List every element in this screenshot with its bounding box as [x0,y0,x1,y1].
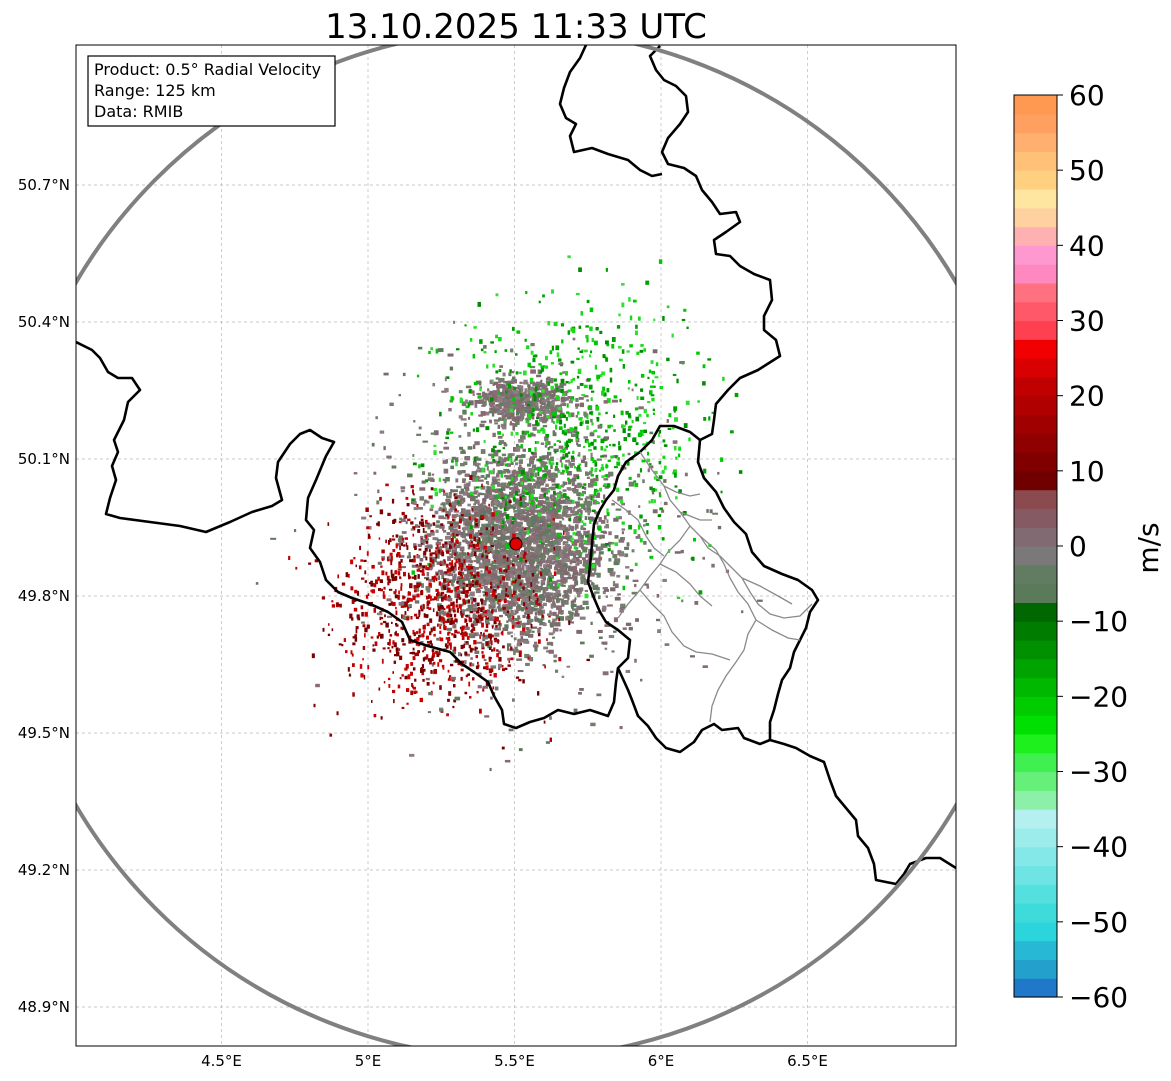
colorbar-swatch [1014,715,1057,735]
colorbar-swatch [1014,245,1057,265]
colorbar-swatch [1014,564,1057,585]
colorbar-swatch [1014,470,1057,491]
colorbar-swatch [1014,677,1057,697]
colorbar-swatch [1014,639,1057,660]
border-luxembourg-east [616,439,820,754]
info-range: Range: 125 km [94,81,216,100]
colorbar-swatch [1014,827,1057,848]
colorbar-swatch [1014,376,1057,397]
colorbar-swatch [1014,621,1057,641]
colorbar-swatch [1014,790,1057,810]
lat-tick-label: 49.8°N [18,587,70,605]
colorbar-swatch [1014,113,1057,134]
colorbar-swatch [1014,733,1057,754]
colorbar-swatch [1014,132,1057,152]
lat-tick-label: 50.1°N [18,450,70,468]
info-box: Product: 0.5° Radial Velocity Range: 125… [87,55,336,127]
colorbar-swatch [1014,358,1057,378]
colorbar-swatch [1014,752,1057,773]
colorbar-swatch [1014,658,1057,679]
colorbar-tick-label: −10 [1069,605,1128,638]
colorbar-swatch [1014,696,1057,716]
colorbar-tick-label: 40 [1069,229,1105,262]
colorbar-swatches [1014,95,1057,998]
colorbar-tick-label: −50 [1069,906,1128,939]
map-title: 13.10.2025 11:33 UTC [325,7,707,47]
colorbar-swatch [1014,226,1057,246]
colorbar-swatch [1014,884,1057,904]
colorbar-swatch [1014,809,1057,829]
colorbar-ticks: 60 50 40 30 20 10 0 −10 −20 −30 −40 −50 −60 [1057,79,1128,1014]
colorbar-swatch [1014,301,1057,322]
longitude-tick-labels: 4.5°E 5°E 5.5°E 6°E 6.5°E [201,1052,828,1070]
lat-tick-label: 50.4°N [18,313,70,331]
colorbar-swatch [1014,151,1057,171]
colorbar-swatch [1014,339,1057,359]
colorbar-tick-label: 20 [1069,380,1105,413]
colorbar-tick-label: 0 [1069,530,1087,563]
colorbar-tick-label: 10 [1069,455,1105,488]
colorbar-swatch [1014,489,1057,510]
colorbar-swatch [1014,921,1057,942]
border-luxembourg-france-germany [769,738,956,886]
lon-tick-label: 6.5°E [787,1052,828,1070]
lon-tick-label: 5°E [355,1052,382,1070]
colorbar-tick-label: −40 [1069,831,1128,864]
info-product: Product: 0.5° Radial Velocity [94,60,321,79]
colorbar-swatch [1014,508,1057,528]
colorbar-swatch [1014,320,1057,340]
country-borders [76,45,956,886]
latitude-tick-labels: 50.7°N 50.4°N 50.1°N 49.8°N 49.5°N 49.2°N 48.9… [18,176,70,1016]
colorbar-swatch [1014,546,1057,566]
colorbar-swatch [1014,602,1057,622]
colorbar-tick-label: −30 [1069,756,1128,789]
colorbar-swatch [1014,207,1057,228]
radar-site-marker [509,537,523,551]
velocity-echoes [255,255,763,772]
colorbar-tick-label: 30 [1069,305,1105,338]
map-area: Product: 0.5° Radial Velocity Range: 125… [75,44,957,1047]
colorbar-swatch [1014,583,1057,603]
colorbar-swatch [1014,846,1057,867]
admin-boundaries [611,451,813,723]
colorbar-swatch [1014,414,1057,434]
lon-tick-label: 5.5°E [494,1052,535,1070]
lon-tick-label: 4.5°E [201,1052,242,1070]
colorbar-swatch [1014,978,1057,998]
colorbar-swatch [1014,264,1057,284]
colorbar-swatch [1014,188,1057,209]
colorbar-tick-label: 50 [1069,154,1105,187]
colorbar-swatch [1014,282,1057,303]
colorbar-swatch [1014,170,1057,190]
colorbar-swatch [1014,527,1057,547]
colorbar: 60 50 40 30 20 10 0 −10 −20 −30 −40 −50 −60 m/s [1013,79,1165,1014]
colorbar-swatch [1014,959,1057,979]
colorbar-swatch [1014,903,1057,923]
colorbar-swatch [1014,433,1057,453]
colorbar-swatch [1014,395,1057,416]
lon-tick-label: 6°E [648,1052,675,1070]
lat-tick-label: 49.2°N [18,861,70,879]
colorbar-swatch [1014,865,1057,885]
info-source: Data: RMIB [94,102,183,121]
colorbar-tick-label: −60 [1069,981,1128,1014]
lat-tick-label: 48.9°N [18,998,70,1016]
lat-tick-label: 49.5°N [18,724,70,742]
colorbar-tick-label: −20 [1069,680,1128,713]
colorbar-swatch [1014,940,1057,961]
lat-tick-label: 50.7°N [18,176,70,194]
colorbar-unit-label: m/s [1132,522,1165,573]
colorbar-tick-label: 60 [1069,79,1105,112]
colorbar-swatch [1014,95,1057,115]
colorbar-swatch [1014,452,1057,472]
colorbar-swatch [1014,771,1057,791]
info-box-border [87,55,336,127]
border-north-germany [558,45,663,178]
border-west-belgium-france [76,45,782,730]
map-frame [75,44,957,1047]
